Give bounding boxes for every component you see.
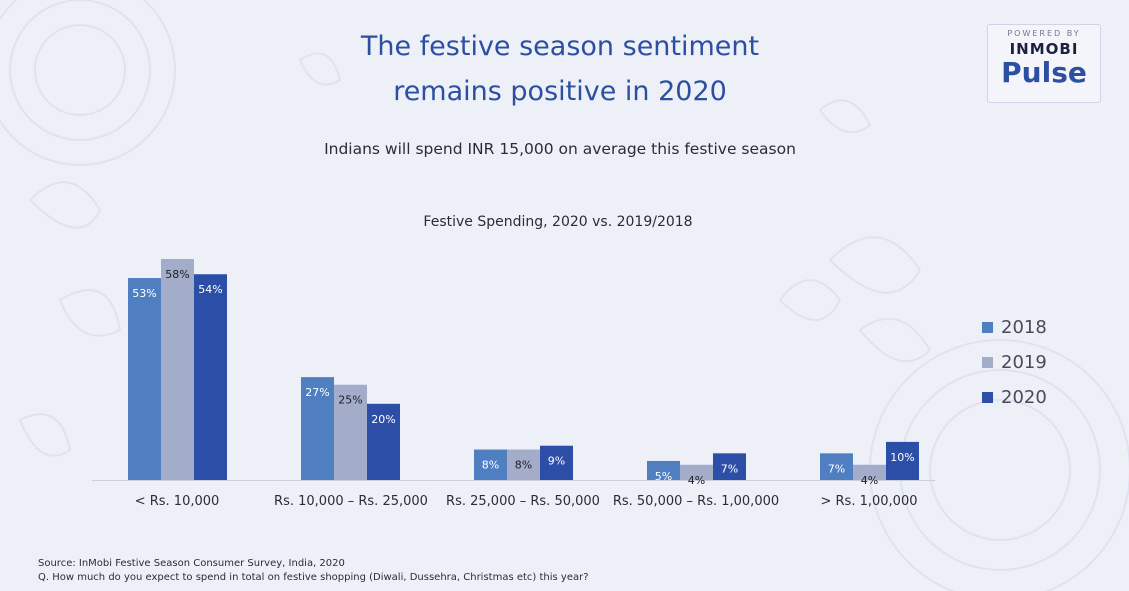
bar-2020-cat-2 (540, 445, 573, 480)
x-tick-label-1: Rs. 10,000 – Rs. 25,000 (274, 494, 428, 509)
title-line-2: remains positive in 2020 (393, 76, 727, 107)
x-tick-label-3: Rs. 50,000 – Rs. 1,00,000 (613, 494, 779, 509)
data-label-2019-cat-1: 25% (338, 394, 362, 407)
data-label-2019-cat-0: 58% (165, 268, 189, 281)
bar-2019-cat-3 (680, 464, 713, 480)
page-subtitle: Indians will spend INR 15,000 on average… (324, 140, 796, 158)
logo-powered-by: POWERED BY (1007, 29, 1081, 38)
bar-2019-cat-0 (161, 259, 194, 480)
data-label-2019-cat-2: 8% (515, 459, 532, 472)
legend-swatch-2020 (982, 392, 993, 403)
data-label-2018-cat-2: 8% (482, 459, 499, 472)
bar-2018-cat-1 (301, 377, 334, 480)
legend-swatch-2019 (982, 357, 993, 368)
data-label-2018-cat-3: 5% (655, 470, 672, 483)
bar-2020-cat-0 (194, 274, 227, 480)
data-label-2020-cat-2: 9% (548, 455, 565, 468)
bar-2020-cat-1 (367, 403, 400, 480)
bar-2018-cat-3 (647, 460, 680, 480)
footer-question: Q. How much do you expect to spend in to… (38, 572, 589, 583)
bar-2020-cat-4 (886, 441, 919, 480)
bar-2018-cat-0 (128, 278, 161, 480)
legend-label-2018: 2018 (1001, 317, 1047, 338)
data-label-2018-cat-4: 7% (828, 462, 845, 475)
legend-label-2020: 2020 (1001, 387, 1047, 408)
chart-legend: 2018 2019 2020 (982, 310, 1047, 415)
logo-product: Pulse (1001, 56, 1087, 89)
chart-title: Festive Spending, 2020 vs. 2019/2018 (423, 214, 693, 230)
bar-2019-cat-1 (334, 384, 367, 480)
legend-item-2020: 2020 (982, 380, 1047, 415)
data-label-2019-cat-4: 4% (861, 474, 878, 487)
logo-brand: INMOBI (1009, 40, 1079, 58)
x-tick-label-0: < Rs. 10,000 (135, 494, 220, 509)
footer-source: Source: InMobi Festive Season Consumer S… (38, 558, 345, 569)
bar-2018-cat-2 (474, 449, 507, 480)
title-line-1: The festive season sentiment (360, 31, 760, 62)
legend-item-2018: 2018 (982, 310, 1047, 345)
data-label-2020-cat-1: 20% (371, 413, 395, 426)
legend-label-2019: 2019 (1001, 352, 1047, 373)
footer: Source: InMobi Festive Season Consumer S… (38, 557, 589, 585)
data-label-2018-cat-1: 27% (305, 386, 329, 399)
data-label-2018-cat-0: 53% (132, 287, 156, 300)
legend-item-2019: 2019 (982, 345, 1047, 380)
page-title: The festive season sentiment remains pos… (290, 24, 830, 114)
x-tick-label-2: Rs. 25,000 – Rs. 50,000 (446, 494, 600, 509)
data-label-2020-cat-0: 54% (198, 283, 222, 296)
bar-2019-cat-2 (507, 449, 540, 480)
bar-2018-cat-4 (820, 453, 853, 480)
x-tick-label-4: > Rs. 1,00,000 (821, 494, 918, 509)
bar-2020-cat-3 (713, 453, 746, 480)
data-label-2019-cat-3: 4% (688, 474, 705, 487)
data-label-2020-cat-4: 10% (890, 451, 914, 464)
legend-swatch-2018 (982, 322, 993, 333)
inmobi-pulse-logo: POWERED BY INMOBI Pulse (987, 24, 1101, 103)
bar-2019-cat-4 (853, 464, 886, 480)
data-label-2020-cat-3: 7% (721, 462, 738, 475)
